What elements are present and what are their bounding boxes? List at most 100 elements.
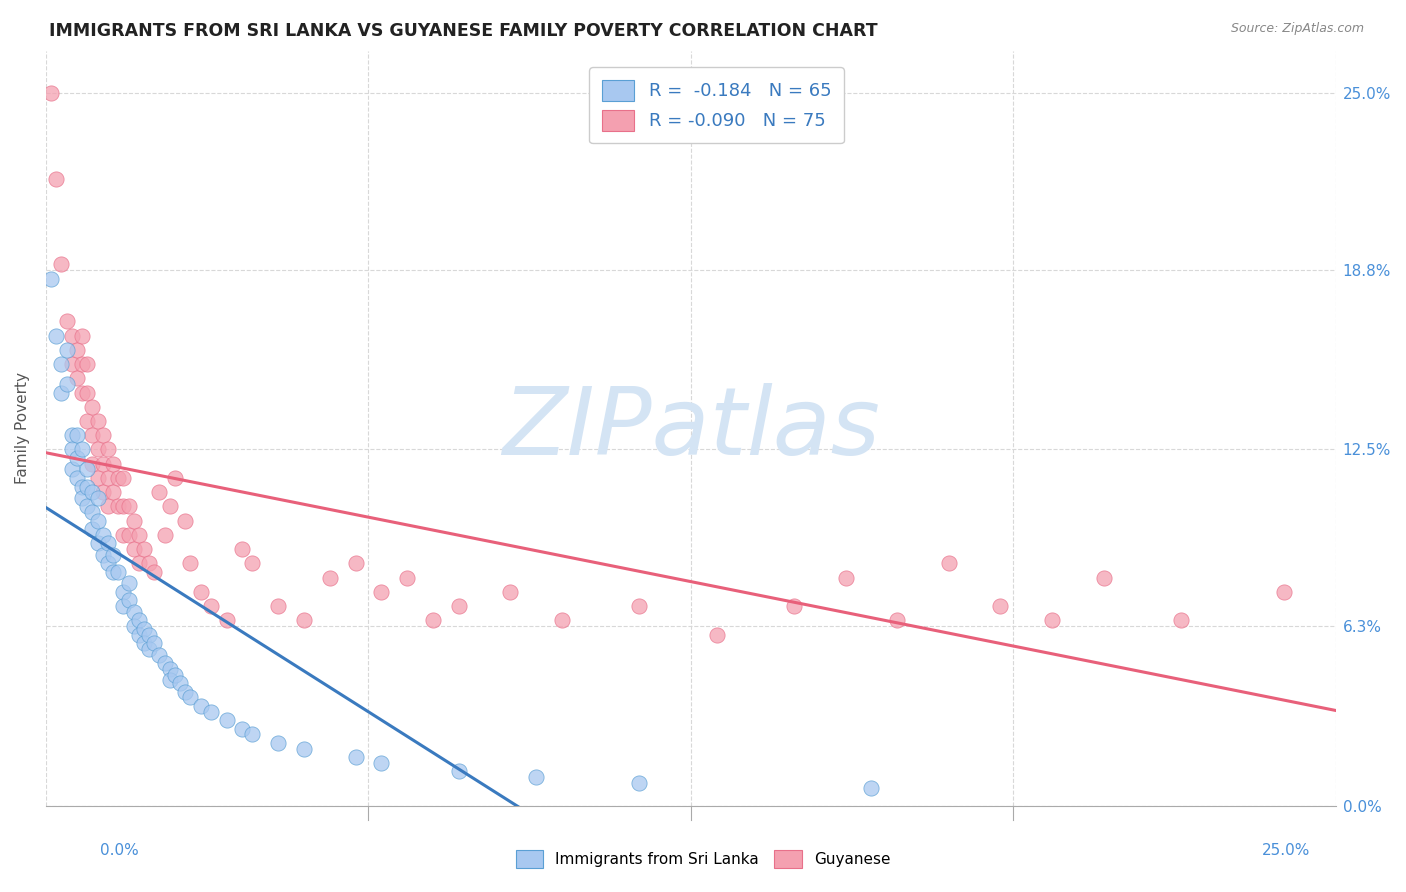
Point: [148, 485, 170, 500]
Point: [148, 648, 170, 662]
Point: [447, 599, 470, 614]
Point: [60, 428, 83, 442]
Point: [886, 614, 908, 628]
Point: [215, 713, 238, 727]
Point: [101, 548, 124, 562]
Point: [267, 599, 290, 614]
Point: [132, 636, 155, 650]
Point: [174, 684, 197, 698]
Text: 0.0%: 0.0%: [100, 843, 139, 858]
Point: [101, 457, 124, 471]
Point: [91, 485, 114, 500]
Point: [159, 500, 181, 514]
Point: [112, 471, 135, 485]
Point: [112, 585, 135, 599]
Point: [86, 414, 108, 428]
Point: [55, 314, 77, 328]
Point: [66, 371, 89, 385]
Point: [292, 741, 315, 756]
Point: [153, 528, 176, 542]
Point: [39, 271, 62, 285]
Point: [97, 442, 120, 457]
Point: [231, 722, 253, 736]
Point: [422, 614, 444, 628]
Point: [159, 662, 181, 676]
Point: [231, 542, 253, 557]
Point: [370, 585, 392, 599]
Point: [132, 622, 155, 636]
Point: [107, 500, 129, 514]
Point: [117, 593, 139, 607]
Point: [97, 471, 120, 485]
Text: IMMIGRANTS FROM SRI LANKA VS GUYANESE FAMILY POVERTY CORRELATION CHART: IMMIGRANTS FROM SRI LANKA VS GUYANESE FA…: [49, 22, 877, 40]
Point: [82, 505, 104, 519]
Text: ZIPatlas: ZIPatlas: [502, 383, 880, 474]
Point: [1040, 614, 1063, 628]
Point: [551, 614, 574, 628]
Point: [169, 676, 191, 690]
Point: [60, 328, 83, 343]
Point: [39, 87, 62, 101]
Point: [138, 641, 160, 656]
Point: [97, 557, 120, 571]
Point: [82, 457, 104, 471]
Point: [860, 781, 883, 796]
Point: [132, 542, 155, 557]
Point: [107, 471, 129, 485]
Point: [834, 571, 856, 585]
Point: [190, 585, 212, 599]
Point: [138, 627, 160, 641]
Point: [200, 705, 222, 719]
Point: [143, 636, 166, 650]
Point: [76, 385, 98, 400]
Point: [76, 462, 98, 476]
Point: [215, 614, 238, 628]
Point: [138, 557, 160, 571]
Point: [101, 485, 124, 500]
Point: [66, 428, 89, 442]
Point: [1272, 585, 1295, 599]
Point: [524, 770, 547, 784]
Point: [91, 428, 114, 442]
Point: [55, 343, 77, 357]
Point: [91, 528, 114, 542]
Point: [163, 471, 186, 485]
Point: [107, 565, 129, 579]
Point: [143, 565, 166, 579]
Point: [319, 571, 342, 585]
Point: [86, 514, 108, 528]
Text: Source: ZipAtlas.com: Source: ZipAtlas.com: [1230, 22, 1364, 36]
Point: [60, 357, 83, 371]
Point: [112, 528, 135, 542]
Point: [344, 750, 367, 764]
Point: [174, 514, 197, 528]
Point: [76, 414, 98, 428]
Point: [97, 536, 120, 550]
Point: [128, 627, 150, 641]
Y-axis label: Family Poverty: Family Poverty: [15, 372, 30, 484]
Point: [60, 442, 83, 457]
Point: [240, 557, 263, 571]
Point: [190, 698, 212, 713]
Point: [122, 605, 145, 619]
Point: [370, 756, 392, 770]
Point: [499, 585, 522, 599]
Point: [91, 548, 114, 562]
Point: [66, 450, 89, 465]
Point: [988, 599, 1011, 614]
Point: [82, 485, 104, 500]
Point: [70, 328, 93, 343]
Point: [55, 376, 77, 391]
Point: [938, 557, 960, 571]
Point: [783, 599, 806, 614]
Point: [91, 457, 114, 471]
Legend: Immigrants from Sri Lanka, Guyanese: Immigrants from Sri Lanka, Guyanese: [508, 843, 898, 875]
Point: [628, 599, 651, 614]
Point: [101, 565, 124, 579]
Point: [112, 599, 135, 614]
Point: [128, 614, 150, 628]
Point: [51, 257, 73, 271]
Point: [76, 479, 98, 493]
Point: [66, 471, 89, 485]
Point: [159, 673, 181, 688]
